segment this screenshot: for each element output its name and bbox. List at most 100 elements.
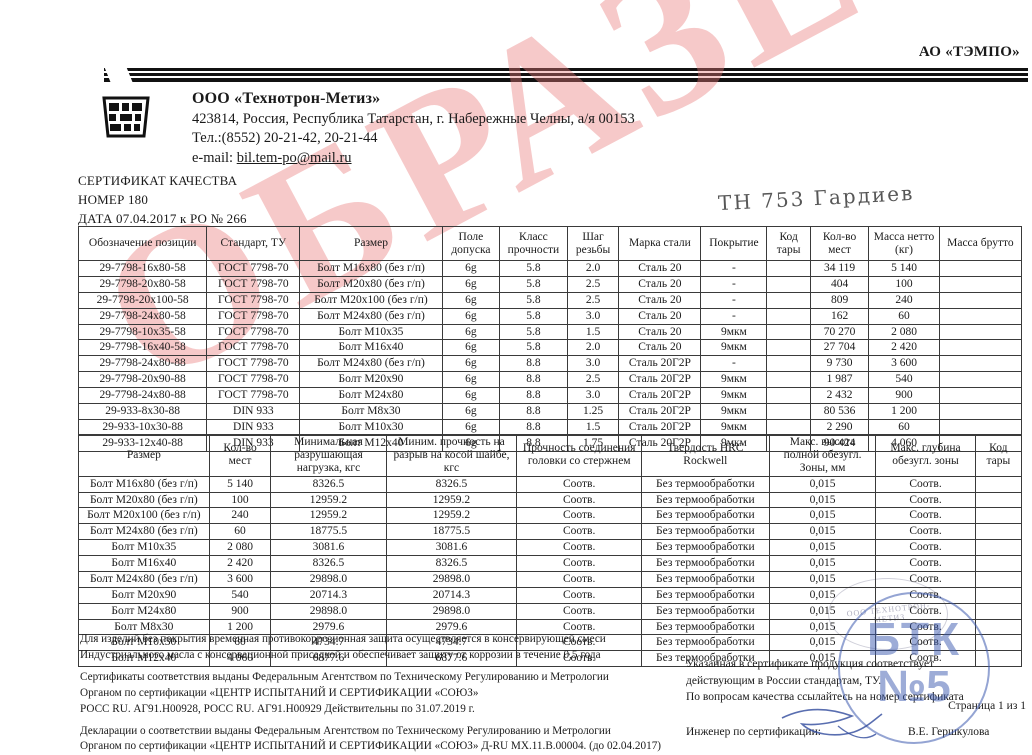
positions-cell-r6-c8 [766,355,811,373]
positions-cell-r8-c4: 8.8 [499,387,568,404]
positions-col-header-0: Обозначение позиции [77,226,208,261]
positions-cell-r7-c6: Сталь 20Г2Р [618,371,702,388]
positions-cell-r3-c7: - [700,307,768,325]
signatory-name: В.Е. Гершкулова [908,726,990,739]
positions-cell-r9-c9: 80 536 [809,402,870,420]
mechanical-cell-r8-c0: Болт М24x80 [78,602,210,620]
table-row: Болт М24x80 (без г/п) 60 18775.5 18775.5 Соо… [78,523,1023,541]
positions-cell-r6-c6: Сталь 20Г2Р [618,355,702,373]
mechanical-cell-r5-c1: 2 420 [208,555,272,572]
mechanical-table-body: Болт М16x80 (без г/п) 5 140 8326.5 8326.5 Со… [78,475,1023,668]
table-row: Болт М12x40 4 060 6877.6 6877.6 Соотв. Без те… [78,650,1023,668]
positions-cell-r7-c3: 6g [441,371,501,388]
positions-cell-r2-c10: 240 [868,291,940,309]
positions-cell-r10-c1: DIN 933 [206,418,301,436]
partner-company-name: АО «ТЭМПО» [918,44,1020,60]
mechanical-cell-r0-c2: 8326.5 [270,475,387,493]
mechanical-cell-r7-c4: Соотв. [516,586,642,604]
company-name: ООО «Технотрон-Метиз» [192,90,381,107]
positions-cell-r1-c7: - [700,275,768,293]
positions-cell-r10-c5: 1.5 [566,418,620,436]
positions-cell-r9-c7: 9мкм [700,402,768,420]
positions-cell-r2-c1: ГОСТ 7798-70 [206,291,301,309]
mechanical-cell-r4-c3: 3081.6 [385,539,518,556]
positions-cell-r5-c9: 27 704 [809,339,870,357]
certificate-date: ДАТА 07.04.2017 к РО № 266 [78,210,247,226]
positions-cell-r0-c9: 34 119 [809,260,870,277]
note-certificates-line3: РОСС RU. АГ91.Н00928, РОСС RU. АГ91.Н009… [80,702,475,715]
table-row: 29-7798-24x80-58 ГОСТ 7798-70 Болт М24x80 … [77,307,1023,325]
positions-cell-r4-c0: 29-7798-10x35-58 [77,323,208,341]
mechanical-header-row: Размер Кол-во мест Минимальная разрушающая… [78,434,1023,477]
positions-cell-r2-c11 [938,291,1023,309]
positions-cell-r7-c1: ГОСТ 7798-70 [206,371,301,388]
positions-cell-r6-c1: ГОСТ 7798-70 [206,355,301,373]
positions-cell-r9-c3: 6g [441,402,501,420]
positions-cell-r4-c4: 5.8 [499,323,568,341]
mechanical-cell-r11-c3: 6877.6 [385,650,518,668]
positions-cell-r5-c7: 9мкм [700,339,768,357]
mechanical-cell-r5-c2: 8326.5 [270,555,387,572]
table-row: Болт М10x35 2 080 3081.6 3081.6 Соотв. Без те… [78,539,1023,556]
mechanical-cell-r10-c0: Болт М10x30 [78,634,210,652]
mechanical-cell-r6-c3: 29898.0 [385,570,518,588]
note-declarations-line2: Органом по сертификации «ЦЕНТР ИСПЫТАНИЙ… [80,740,662,753]
positions-cell-r1-c9: 404 [809,275,870,293]
positions-cell-r3-c8 [766,307,811,325]
positions-cell-r8-c10: 900 [868,387,940,404]
mechanical-cell-r5-c5: Без термообработки [640,555,770,572]
table-row: 29-7798-24x80-88 ГОСТ 7798-70 Болт М24x80 6… [77,387,1023,404]
mechanical-cell-r8-c1: 900 [208,602,272,620]
table-row: 29-7798-20x90-88 ГОСТ 7798-70 Болт М20x90 6… [77,371,1023,388]
mechanical-cell-r3-c7: Соотв. [875,523,976,541]
positions-cell-r7-c11 [938,371,1023,388]
mechanical-cell-r7-c1: 540 [208,586,272,604]
mechanical-cell-r4-c2: 3081.6 [270,539,387,556]
positions-cell-r4-c5: 1.5 [566,323,620,341]
mechanical-cell-r4-c4: Соотв. [516,539,642,556]
company-address: 423814, Россия, Республика Татарстан, г.… [192,110,635,127]
positions-cell-r2-c5: 2.5 [566,291,620,309]
positions-cell-r9-c8 [766,402,811,420]
mechanical-cell-r10-c8 [974,634,1023,652]
positions-cell-r5-c1: ГОСТ 7798-70 [206,339,301,357]
positions-cell-r1-c1: ГОСТ 7798-70 [206,275,301,293]
mechanical-cell-r6-c0: Болт М24x80 (без г/п) [78,570,210,588]
mechanical-cell-r3-c8 [974,523,1023,541]
positions-cell-r8-c0: 29-7798-24x80-88 [77,387,208,404]
positions-col-header-2: Размер [299,226,443,261]
mechanical-cell-r4-c1: 2 080 [208,539,272,556]
positions-col-header-8: Код тары [766,226,811,261]
positions-cell-r6-c3: 6g [441,355,501,373]
positions-header-row: Обозначение позиции Стандарт, ТУ Размер Пол… [77,226,1023,261]
positions-cell-r5-c6: Сталь 20 [618,339,702,357]
positions-cell-r9-c5: 1.25 [566,402,620,420]
positions-cell-r10-c11 [938,418,1023,436]
note-declarations: Декларации о соответствии выданы Федерал… [80,724,680,755]
mechanical-cell-r7-c5: Без термообработки [640,586,770,604]
positions-cell-r4-c9: 70 270 [809,323,870,341]
mechanical-cell-r6-c7: Соотв. [875,570,976,588]
positions-cell-r2-c8 [766,291,811,309]
positions-cell-r3-c9: 162 [809,307,870,325]
mechanical-cell-r8-c8 [974,602,1023,620]
mechanical-cell-r0-c6: 0,015 [768,475,877,493]
mechanical-cell-r3-c6: 0,015 [768,523,877,541]
mechanical-cell-r6-c1: 3 600 [208,570,272,588]
mechanical-cell-r11-c6: 0,015 [768,650,877,668]
positions-cell-r3-c0: 29-7798-24x80-58 [77,307,208,325]
positions-cell-r6-c11 [938,355,1023,373]
mechanical-cell-r8-c5: Без термообработки [640,602,770,620]
mechanical-cell-r5-c0: Болт М16x40 [78,555,210,572]
table-row: 29-7798-16x40-58 ГОСТ 7798-70 Болт М16x40 6… [77,339,1023,357]
positions-cell-r9-c1: DIN 933 [206,402,301,420]
mechanical-cell-r9-c6: 0,015 [768,618,877,636]
positions-cell-r5-c8 [766,339,811,357]
positions-cell-r5-c3: 6g [441,339,501,357]
positions-cell-r10-c10: 60 [868,418,940,436]
positions-cell-r3-c10: 60 [868,307,940,325]
positions-cell-r2-c9: 809 [809,291,870,309]
positions-cell-r10-c3: 6g [441,418,501,436]
positions-cell-r5-c4: 5.8 [499,339,568,357]
company-email-link[interactable]: bil.tem-po@mail.ru [236,149,352,166]
